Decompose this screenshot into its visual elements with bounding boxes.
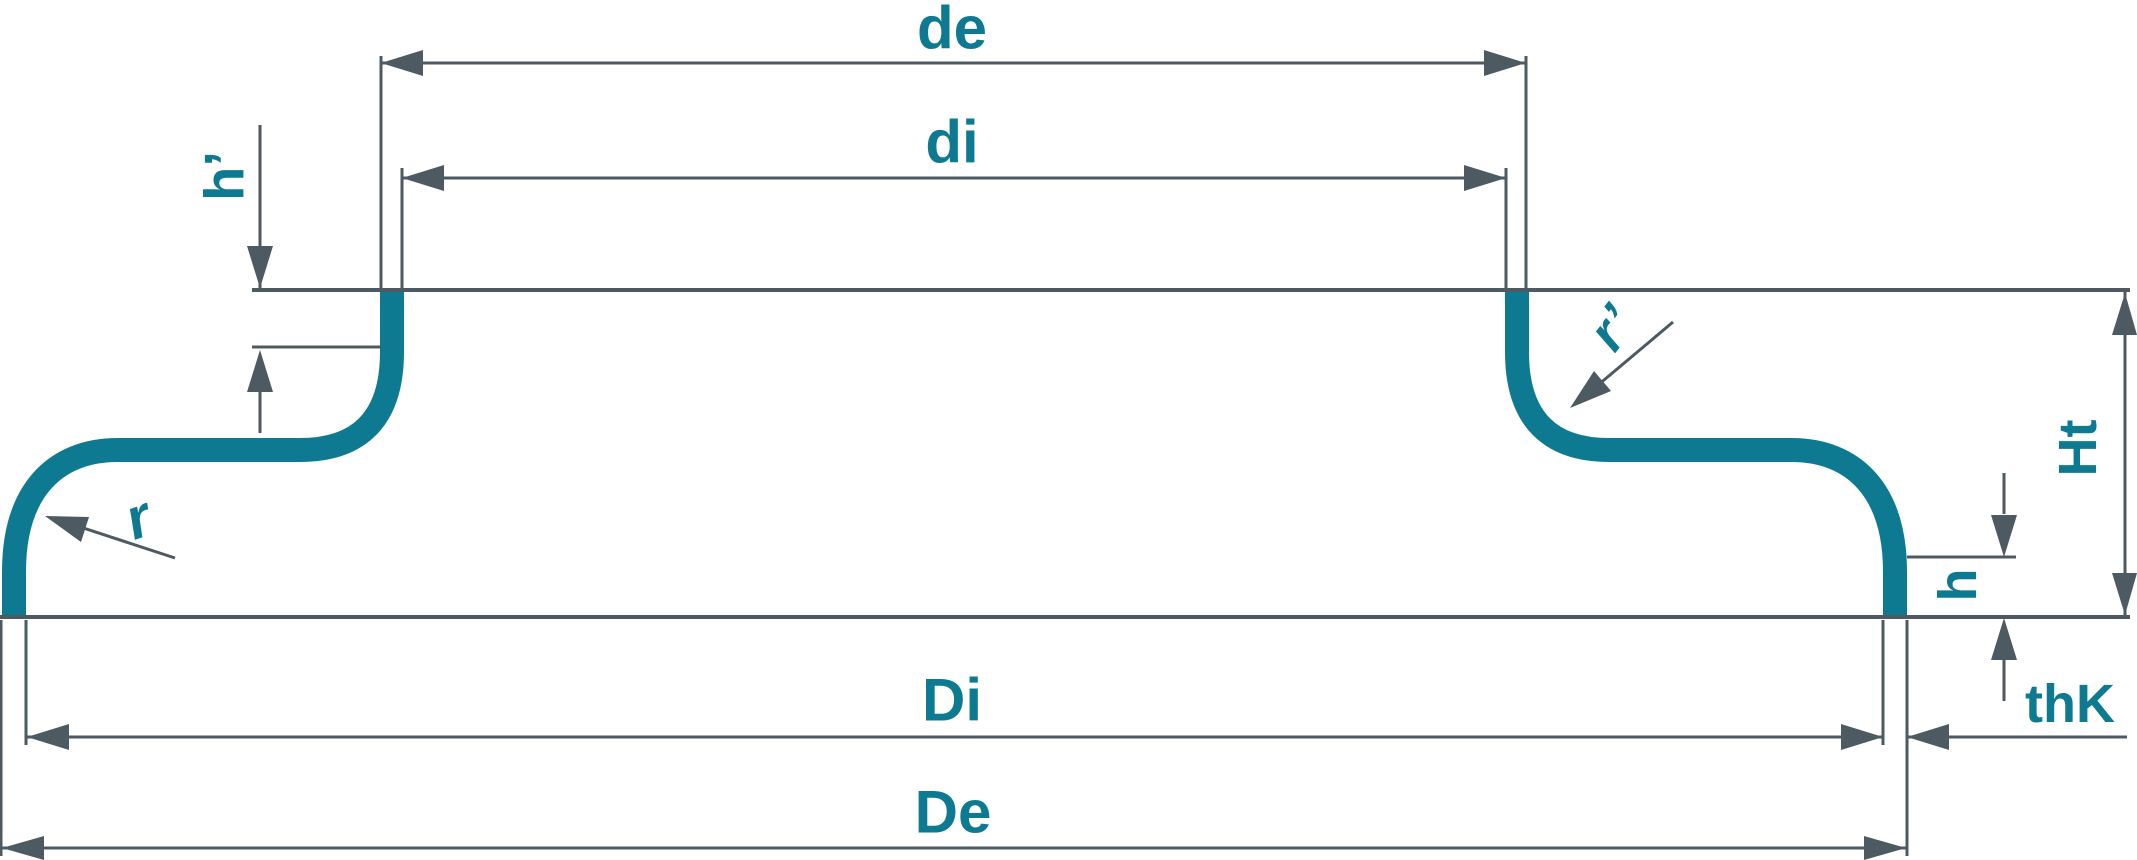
label-De: De: [915, 779, 992, 846]
dimension-h: h: [1907, 473, 2017, 701]
profile-left-section: [2, 290, 404, 616]
h-prime-arrow-up-icon: [247, 350, 273, 392]
De-arrow-left-icon: [2, 836, 44, 860]
r-prime-arrow-icon: [1570, 371, 1611, 408]
h-arrow-down-icon: [1991, 515, 2017, 557]
profile-right-curve: [1505, 290, 1907, 616]
label-Di: Di: [922, 667, 982, 734]
label-h-prime: h’: [193, 151, 256, 201]
De-arrow-right-icon: [1864, 836, 1906, 860]
de-arrow-left-icon: [381, 50, 423, 76]
Di-arrow-right-icon: [1841, 724, 1883, 750]
di-arrow-right-icon: [1464, 165, 1506, 191]
bottom-extension-lines: [0, 620, 1909, 856]
dimension-h-prime: h’: [193, 125, 381, 433]
profile-right-section: [1505, 290, 1907, 616]
thK-arrow-icon: [1907, 724, 1949, 750]
Di-arrow-left-icon: [27, 724, 69, 750]
label-Ht: Ht: [2048, 419, 2108, 476]
dimension-Ht: Ht: [2048, 292, 2137, 616]
reference-lines: [0, 288, 2130, 619]
label-h: h: [1928, 569, 1988, 602]
de-arrow-right-icon: [1484, 50, 1526, 76]
dimension-r: r: [45, 482, 176, 560]
dimension-De: De: [2, 779, 1906, 860]
di-arrow-left-icon: [402, 165, 444, 191]
h-prime-arrow-down-icon: [247, 246, 273, 288]
h-arrow-up-icon: [1991, 618, 2017, 660]
dimension-de: de: [379, 0, 1528, 288]
r-arrow-icon: [45, 516, 89, 542]
profile-left-curve: [2, 290, 404, 616]
Ht-arrow-up-icon: [2112, 293, 2137, 335]
label-de: de: [917, 0, 987, 62]
dimension-r-prime: r’: [1570, 294, 1674, 408]
Ht-arrow-down-icon: [2112, 573, 2137, 615]
dimension-di: di: [400, 109, 1508, 288]
label-thK: thK: [2025, 674, 2115, 734]
label-di: di: [925, 109, 978, 176]
dimension-Di: Di: [27, 667, 1883, 750]
dimension-thK: thK: [1907, 674, 2127, 750]
